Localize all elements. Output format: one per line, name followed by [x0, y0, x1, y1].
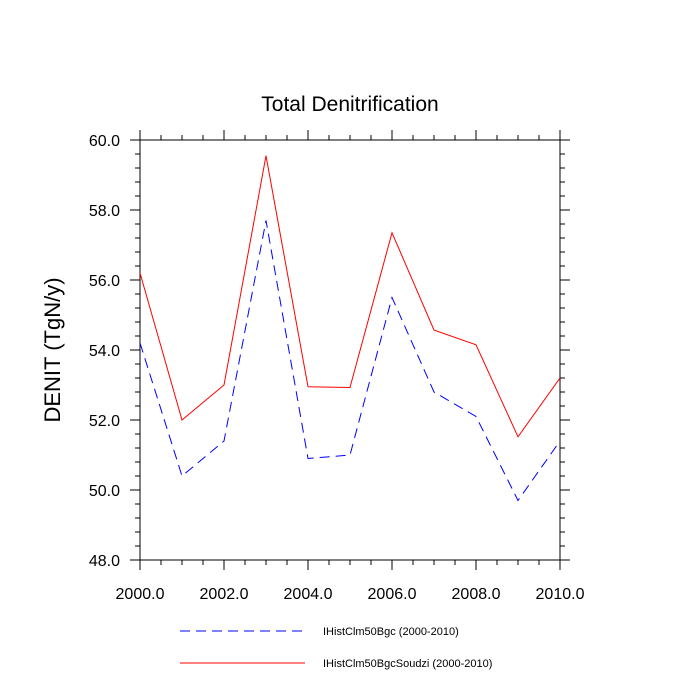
x-tick-label: 2002.0 — [200, 586, 249, 603]
y-tick-label: 58.0 — [89, 203, 120, 220]
legend-label-1: IHistClm50Bgc (2000-2010) — [323, 626, 459, 638]
chart-title: Total Denitrification — [261, 93, 438, 116]
y-tick-label: 50.0 — [89, 483, 120, 500]
x-tick-label: 2000.0 — [116, 586, 165, 603]
x-tick-label: 2006.0 — [368, 586, 417, 603]
series-line-1 — [139, 220, 561, 502]
legend-label-2: IHistClm50BgcSoudzi (2000-2010) — [323, 658, 492, 670]
series-lines — [139, 155, 561, 502]
tick-labels: 2000.0 2002.0 2004.0 2006.0 2008.0 2010.0 48.0… — [89, 133, 585, 603]
legend: IHistClm50Bgc (2000-2010) IHistClm50BgcSo… — [180, 626, 492, 670]
y-tick-label: 52.0 — [89, 413, 120, 430]
y-tick-label: 48.0 — [89, 553, 120, 570]
plot-frame — [139, 139, 561, 561]
y-tick-label: 56.0 — [89, 273, 120, 290]
y-axis-label: DENIT (TgN/y) — [40, 277, 65, 422]
x-tick-label: 2010.0 — [536, 586, 585, 603]
y-tick-label: 60.0 — [89, 133, 120, 150]
series-line-2 — [139, 155, 561, 438]
x-tick-label: 2008.0 — [452, 586, 501, 603]
axis-ticks — [130, 130, 570, 570]
x-tick-label: 2004.0 — [284, 586, 333, 603]
y-tick-label: 54.0 — [89, 343, 120, 360]
